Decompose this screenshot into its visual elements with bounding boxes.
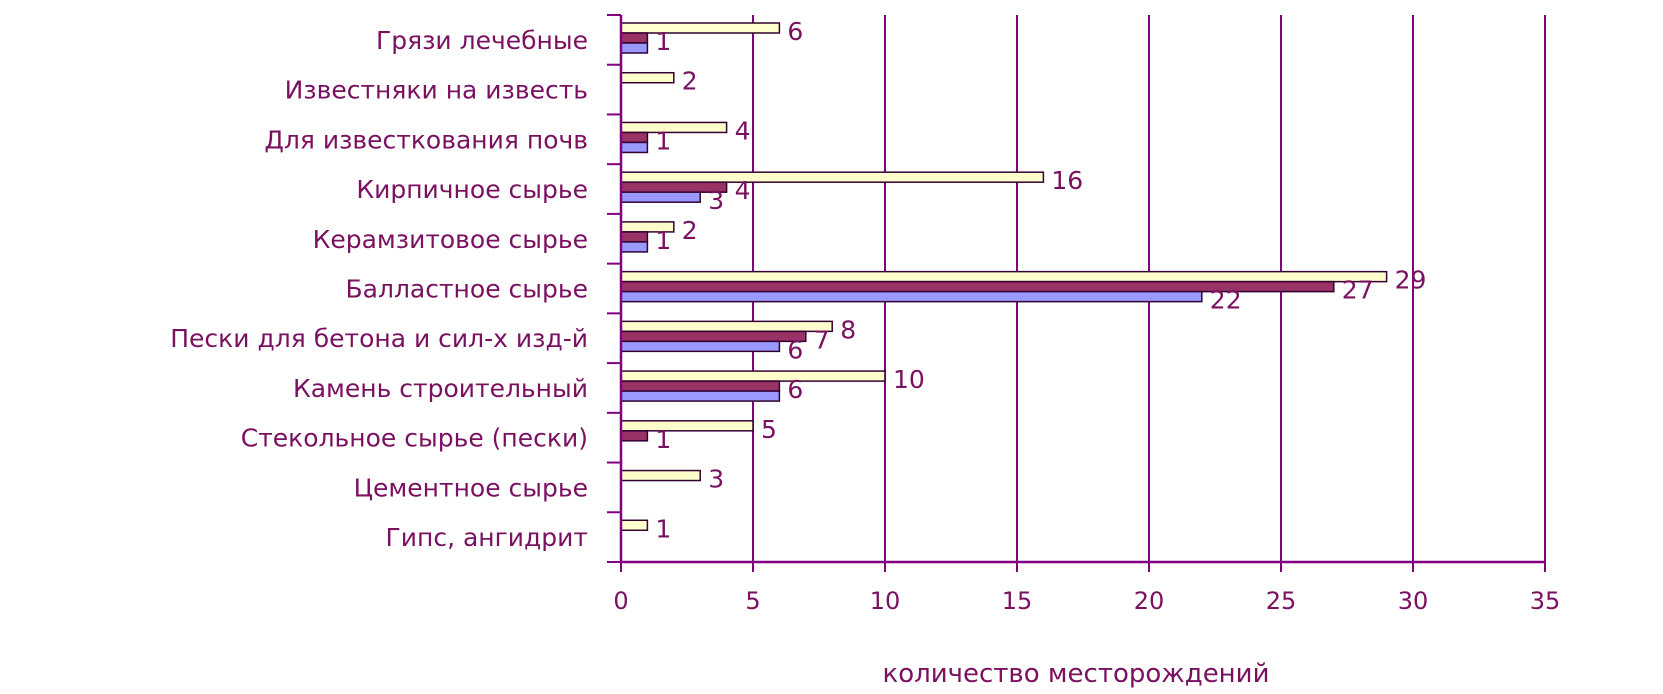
bar: [620, 241, 649, 253]
value-label: 1: [655, 514, 671, 543]
value-label: 22: [1210, 286, 1242, 315]
bar: [620, 231, 649, 243]
category-label: Камень строительный: [293, 374, 588, 403]
bar: [620, 380, 781, 392]
x-tick-label: 25: [1266, 587, 1297, 615]
category-label: Пески для бетона и сил-х изд-й: [170, 324, 588, 353]
labels: 6 1 Грязи лечебные 2 Известняки на известь 4 1…: [170, 17, 1560, 615]
category-label: Балластное сырье: [346, 275, 589, 304]
category-label: Грязи лечебные: [376, 26, 588, 55]
value-label: 6: [787, 17, 803, 46]
value-label: 8: [840, 315, 856, 344]
bar: [620, 141, 649, 154]
value-label: 6: [787, 335, 803, 364]
category-label: Цементное сырье: [354, 473, 588, 502]
category-label: Известняки на известь: [285, 76, 588, 105]
bar: [620, 171, 1045, 183]
x-tick-label: 15: [1002, 587, 1033, 615]
x-tick-label: 20: [1134, 587, 1165, 615]
bar: [620, 469, 701, 482]
category-label: Стекольное сырье (пески): [241, 424, 588, 453]
bar: [620, 390, 781, 402]
bars: [620, 22, 1388, 532]
value-label: 3: [708, 465, 724, 494]
value-label: 2: [682, 216, 698, 245]
bar: [620, 71, 675, 84]
x-tick-label: 5: [745, 587, 760, 615]
axes: [607, 14, 1546, 572]
bar: [620, 320, 833, 333]
category-label: Для известкования почв: [264, 125, 588, 154]
bar: [620, 270, 1388, 283]
value-label: 7: [814, 325, 830, 354]
value-label: 3: [708, 186, 724, 215]
x-tick-label: 10: [870, 587, 901, 615]
value-label: 1: [655, 126, 671, 155]
category-label: Гипс, ангидрит: [386, 523, 589, 552]
value-label: 2: [682, 67, 698, 96]
bar: [620, 131, 649, 144]
bar: [620, 330, 807, 343]
value-label: 5: [761, 415, 777, 444]
value-label: 1: [655, 425, 671, 454]
bar: [620, 430, 649, 442]
value-label: 4: [735, 116, 751, 145]
bar: [620, 370, 886, 382]
bar: [620, 42, 649, 54]
x-tick-label: 0: [613, 587, 628, 615]
category-label: Керамзитовое сырье: [313, 225, 588, 254]
value-label: 6: [787, 375, 803, 404]
value-label: 10: [893, 365, 925, 394]
value-label: 1: [655, 27, 671, 56]
category-label: Кирпичное сырье: [356, 175, 588, 204]
bar: [620, 32, 649, 44]
bar: [620, 22, 781, 34]
value-label: 16: [1051, 166, 1083, 195]
x-axis-title: количество месторождений: [883, 659, 1270, 689]
bar: [620, 340, 781, 353]
value-label: 29: [1395, 266, 1427, 295]
value-label: 1: [655, 226, 671, 255]
x-tick-label: 35: [1530, 587, 1561, 615]
value-label: 27: [1342, 276, 1374, 305]
bar: [620, 191, 701, 203]
bar: [620, 290, 1203, 303]
x-tick-label: 30: [1398, 587, 1429, 615]
value-label: 4: [735, 176, 751, 205]
bar: [620, 121, 728, 134]
bar: [620, 420, 754, 432]
bar: [620, 519, 649, 532]
